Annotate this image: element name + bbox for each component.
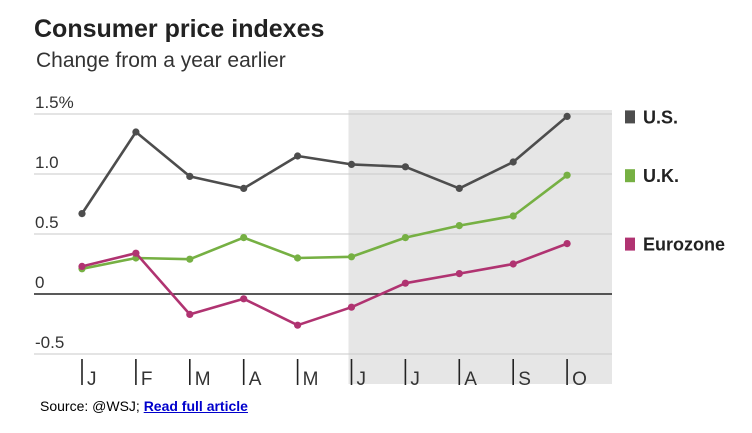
shaded-period <box>348 110 612 384</box>
source-line: Source: @WSJ; Read full article <box>40 398 248 414</box>
y-tick-label: 1.0 <box>35 153 59 172</box>
data-point-eurozone <box>240 295 248 303</box>
legend: U.S. U.K. Eurozone <box>625 107 725 255</box>
data-point-u-k <box>509 212 517 220</box>
legend-swatch-u-k <box>625 169 635 183</box>
data-point-u-s <box>240 184 248 192</box>
data-point-eurozone <box>78 262 86 270</box>
source-text: Source: @WSJ; <box>40 398 144 414</box>
legend-label-u-k: U.K. <box>643 166 679 186</box>
data-point-u-s <box>455 184 463 192</box>
data-point-eurozone <box>347 303 356 311</box>
x-tick-label: S <box>518 369 531 390</box>
series-line-eurozone <box>80 242 569 327</box>
x-tick-label: F <box>141 369 153 390</box>
x-tick-label: A <box>464 369 477 390</box>
legend-label-u-s: U.S. <box>643 107 678 127</box>
data-point-u-s <box>294 152 302 160</box>
data-point-u-k <box>347 253 356 261</box>
data-point-eurozone <box>563 240 571 248</box>
data-point-u-k <box>455 222 463 230</box>
x-tick-label: M <box>195 369 211 390</box>
chart-subtitle: Change from a year earlier <box>36 49 286 72</box>
series-line-u-k <box>80 173 569 271</box>
data-point-u-k <box>294 254 302 262</box>
data-point-u-s <box>509 158 517 166</box>
legend-swatch-u-s <box>625 110 635 124</box>
data-point-eurozone <box>401 279 409 287</box>
data-point-eurozone <box>455 270 463 278</box>
chart-title: Consumer price indexes <box>34 15 324 43</box>
data-point-u-s <box>78 210 86 218</box>
y-tick-label: 0.5 <box>35 213 59 232</box>
data-point-u-s <box>132 128 140 136</box>
y-tick-label: -0.5 <box>35 333 64 352</box>
grid <box>34 113 612 355</box>
x-tick-label: J <box>357 369 367 390</box>
legend-swatch-eurozone <box>625 237 635 251</box>
data-point-eurozone <box>294 321 302 329</box>
x-tick-label: J <box>410 369 420 390</box>
data-point-eurozone <box>132 249 140 257</box>
data-point-eurozone <box>509 260 517 268</box>
legend-label-eurozone: Eurozone <box>643 235 725 255</box>
data-point-u-s <box>563 112 571 120</box>
data-point-u-s <box>347 160 356 168</box>
x-tick-label: A <box>249 369 262 390</box>
data-point-u-s <box>401 163 409 171</box>
y-axis-ticks: 1.5% 1.0 0.5 0 -0.5 <box>35 93 74 352</box>
y-tick-label: 0 <box>35 273 44 292</box>
series-lines <box>78 112 571 329</box>
data-point-u-s <box>186 172 194 180</box>
x-tick-label: J <box>87 369 97 390</box>
x-tick-label: O <box>572 369 587 390</box>
y-tick-label: 1.5% <box>35 93 74 112</box>
data-point-eurozone <box>186 310 194 318</box>
data-point-u-k <box>240 234 248 242</box>
data-point-u-k <box>401 234 409 242</box>
data-point-u-k <box>563 171 571 179</box>
x-tick-label: M <box>303 369 319 390</box>
data-point-u-k <box>186 255 194 263</box>
read-full-article-link[interactable]: Read full article <box>143 398 248 414</box>
series-line-u-s <box>80 115 569 215</box>
